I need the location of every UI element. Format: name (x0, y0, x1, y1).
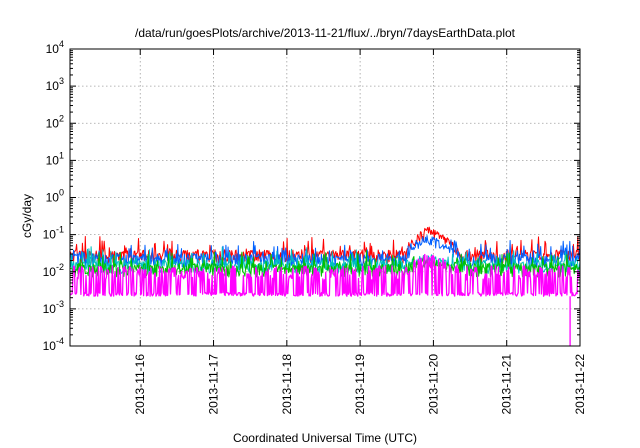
data-series (69, 226, 581, 346)
y-tick-label: 100 (46, 188, 64, 205)
x-tick-label: 2013-11-20 (426, 354, 440, 415)
y-tick-label: 10-1 (43, 225, 64, 242)
y-tick-label: 104 (46, 39, 64, 56)
chart-title: /data/run/goesPlots/archive/2013-11-21/f… (135, 26, 516, 40)
x-tick-label: 2013-11-18 (280, 354, 294, 415)
x-tick-label: 2013-11-22 (573, 354, 587, 415)
series-line-4 (69, 253, 581, 346)
y-tick-label: 10-4 (43, 336, 64, 353)
x-tick-label: 2013-11-19 (353, 354, 367, 415)
y-tick-label: 102 (46, 113, 64, 130)
x-axis-label: Coordinated Universal Time (UTC) (233, 431, 417, 445)
y-axis-label: cGy/day (20, 194, 34, 238)
y-tick-label: 10-3 (43, 299, 64, 316)
x-tick-label: 2013-11-16 (133, 354, 147, 415)
x-tick-label: 2013-11-21 (500, 354, 514, 415)
x-axis: 2013-11-16 2013-11-17 2013-11-18 2013-11-19… (133, 49, 587, 415)
grid (70, 49, 580, 346)
y-tick-label: 103 (46, 76, 64, 93)
x-tick-label: 2013-11-17 (207, 354, 221, 415)
y-tick-label: 10-2 (43, 262, 64, 279)
y-axis: 10-4 10-3 10-2 10-1 100 101 102 103 104 (43, 39, 580, 353)
y-tick-label: 101 (46, 150, 64, 167)
